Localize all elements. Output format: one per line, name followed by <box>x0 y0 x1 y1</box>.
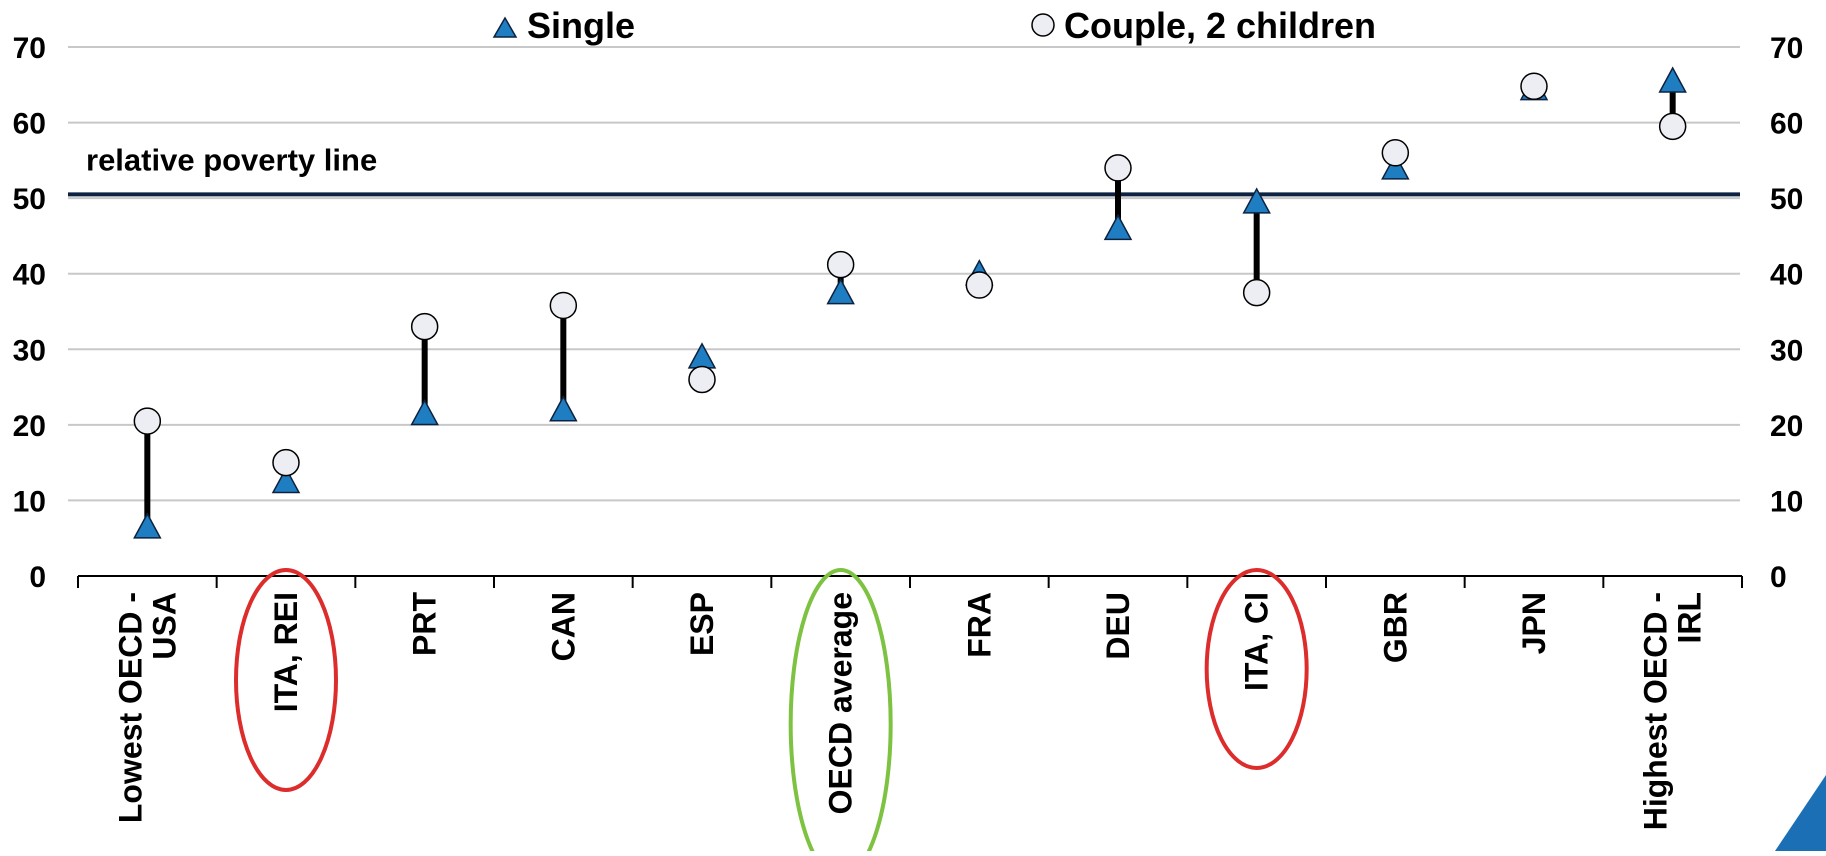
markers <box>133 66 1687 539</box>
couple-circle-marker-4 <box>688 365 716 394</box>
x-axis <box>77 575 1743 588</box>
highlight-ellipse-2 <box>1204 568 1309 770</box>
couple-circle-marker-0 <box>133 407 162 435</box>
y-tick-left-20: 20 <box>13 410 46 443</box>
y-tick-left-10: 10 <box>13 485 46 518</box>
category-label-text: IRL <box>1672 592 1708 644</box>
highlight-ellipse-1 <box>788 568 893 856</box>
single-triangle-marker-1 <box>271 466 301 494</box>
y-tick-left-0: 0 <box>29 561 46 594</box>
poverty-line-group: relative poverty line <box>68 142 1740 197</box>
category-label-text: OECD average <box>823 592 859 814</box>
category-label-10: JPN <box>1516 592 1552 654</box>
legend-single-triangle-icon <box>492 16 518 38</box>
highlight-ellipses <box>234 568 1309 856</box>
couple-circle-marker-1 <box>272 448 300 477</box>
corner-decoration <box>1775 775 1826 851</box>
y-tick-right-20: 20 <box>1770 410 1803 443</box>
y-tick-right-50: 50 <box>1770 183 1803 216</box>
category-label-text: FRA <box>961 592 997 658</box>
legend-couple-label: Couple, 2 children <box>1064 5 1376 46</box>
couple-circle-marker-10 <box>1520 72 1548 101</box>
y-axis-left: 0 10 20 30 40 50 60 70 <box>13 32 46 594</box>
y-tick-left-70: 70 <box>13 32 46 65</box>
category-label-text: CAN <box>545 592 581 661</box>
category-label-text: ITA, CI <box>1239 592 1275 691</box>
relative-poverty-line-label: relative poverty line <box>86 142 377 177</box>
category-label-text: DEU <box>1100 592 1136 660</box>
category-label-text: JPN <box>1516 592 1552 654</box>
y-tick-left-50: 50 <box>13 183 46 216</box>
single-triangle-marker-8 <box>1242 187 1271 214</box>
category-label-text: ESP <box>684 592 720 656</box>
couple-circle-marker-2 <box>410 312 439 341</box>
single-triangle-marker-9 <box>1381 153 1410 180</box>
y-axis-right: 0 10 20 30 40 50 60 70 <box>1770 32 1803 594</box>
single-triangle-marker-5 <box>826 278 855 305</box>
single-triangle-marker-3 <box>549 395 578 422</box>
category-label-text: GBR <box>1377 592 1413 663</box>
y-tick-left-30: 30 <box>13 334 46 367</box>
category-label-2: PRT <box>407 592 443 656</box>
single-triangle-marker-2 <box>410 398 439 426</box>
y-tick-right-70: 70 <box>1770 32 1803 65</box>
gridlines <box>68 46 1740 502</box>
legend-single-label: Single <box>527 5 635 46</box>
couple-circle-marker-7 <box>1104 154 1132 182</box>
y-tick-right-30: 30 <box>1770 334 1803 367</box>
category-label-text: Highest OECD - <box>1638 592 1674 830</box>
category-labels: Lowest OECD -USA ITA, REI PRT CAN ESP OECD av… <box>112 592 1707 831</box>
couple-circle-marker-9 <box>1381 139 1410 167</box>
couple-circle-marker-11 <box>1658 112 1687 141</box>
category-label-3: CAN <box>545 592 581 661</box>
couple-circle-marker-3 <box>549 291 578 320</box>
category-label-text: Lowest OECD - <box>112 592 148 823</box>
highlight-ellipse-0 <box>234 568 338 792</box>
legend: Single Couple, 2 children <box>492 5 1376 46</box>
category-label-7: DEU <box>1100 592 1136 660</box>
y-tick-left-40: 40 <box>13 259 46 292</box>
y-tick-left-60: 60 <box>13 108 46 141</box>
y-tick-right-10: 10 <box>1770 485 1803 518</box>
couple-circle-marker-8 <box>1242 278 1271 307</box>
category-label-0: Lowest OECD -USA <box>112 592 182 823</box>
category-label-text: PRT <box>407 592 443 656</box>
y-tick-right-0: 0 <box>1770 561 1787 594</box>
couple-circle-marker-6 <box>965 271 994 299</box>
y-tick-right-60: 60 <box>1770 108 1803 141</box>
category-label-8: ITA, CI <box>1239 592 1275 691</box>
category-label-9: GBR <box>1377 592 1413 663</box>
category-label-11: Highest OECD -IRL <box>1638 592 1708 830</box>
category-label-6: FRA <box>961 592 997 658</box>
single-triangle-marker-11 <box>1658 66 1687 93</box>
single-triangle-marker-0 <box>133 512 162 539</box>
single-triangle-marker-4 <box>687 342 717 369</box>
category-label-5: OECD average <box>823 592 859 814</box>
category-label-1: ITA, REI <box>268 592 304 712</box>
y-tick-right-40: 40 <box>1770 259 1803 292</box>
legend-couple-circle-icon <box>1031 13 1055 37</box>
category-label-text: ITA, REI <box>268 592 304 712</box>
category-label-4: ESP <box>684 592 720 656</box>
single-triangle-marker-7 <box>1103 213 1133 241</box>
couple-circle-marker-5 <box>826 250 855 279</box>
category-label-text: USA <box>146 592 182 660</box>
